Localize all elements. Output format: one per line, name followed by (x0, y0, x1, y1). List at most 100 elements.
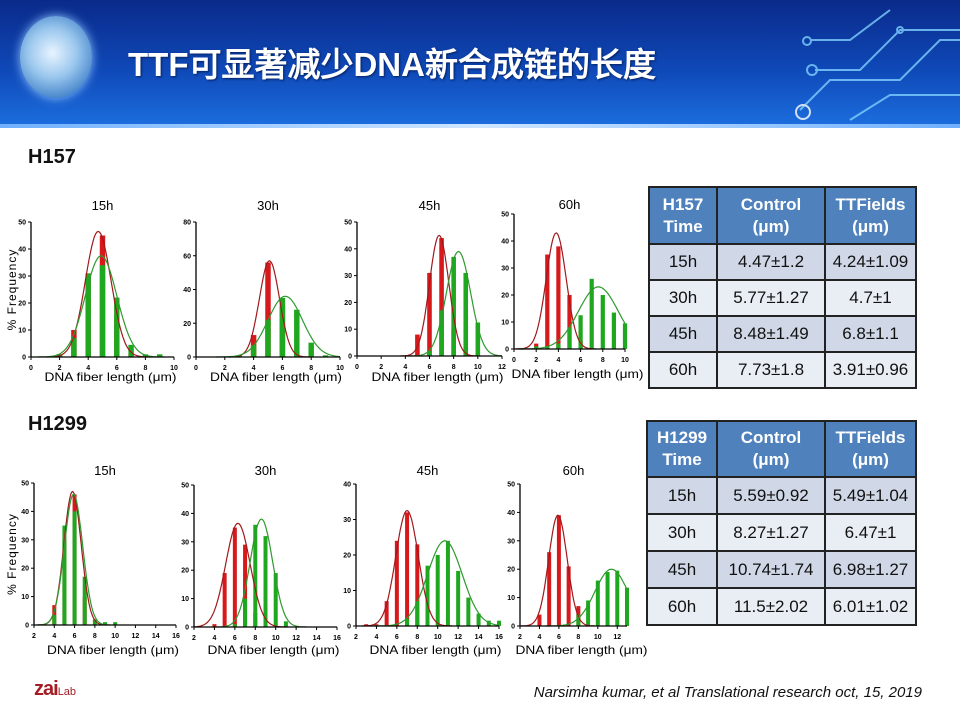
y-tick-label: 50 (18, 220, 26, 227)
green-bar (576, 614, 581, 626)
y-tick-label: 0 (22, 355, 26, 362)
h157-results-table: H157 Time Control (μm) TTFields (μm) 15h 4.4… (648, 186, 917, 389)
x-tick-label: 12 (454, 634, 462, 641)
x-tick-label: 8 (601, 357, 605, 364)
cell-time: 45h (648, 315, 718, 353)
green-bar (283, 621, 288, 627)
green-bar (534, 346, 539, 349)
cell-time: 30h (648, 279, 718, 317)
y-tick-label: 40 (343, 482, 351, 489)
red-bar (222, 573, 227, 627)
x-tick-label: 10 (434, 634, 442, 641)
x-tick-label: 4 (556, 357, 560, 364)
red-fit-curve (38, 490, 108, 626)
y-tick-label: 0 (505, 347, 509, 354)
x-tick-label: 0 (194, 365, 198, 372)
section-label-h1299: H1299 (28, 413, 87, 435)
cell-ttfields: 6.98±1.27 (824, 550, 917, 589)
green-fit-curve (410, 250, 502, 357)
y-tick-label: 10 (343, 588, 351, 595)
green-bar (625, 587, 629, 626)
y-tick-label: 20 (183, 321, 191, 328)
table-row: 45h 10.74±1.74 6.98±1.27 (646, 550, 917, 589)
x-tick-label: 8 (309, 365, 313, 372)
chart-title: 30h (257, 198, 279, 213)
table-row: 15h 5.59±0.92 5.49±1.04 (646, 476, 917, 515)
x-tick-label: 4 (252, 365, 256, 372)
zai-lab-logo: zaiLab (34, 678, 76, 701)
cell-control: 8.48±1.49 (716, 315, 826, 353)
green-bar (595, 580, 600, 626)
histogram-h157-60h: 0 2 4 6 8 10 0 10 20 30 40 50 60h DNA fiber length (μ… (501, 197, 643, 381)
green-bar (85, 273, 91, 357)
y-tick-label: 40 (183, 287, 191, 294)
red-bar (439, 238, 444, 356)
x-tick-label: 4 (86, 365, 90, 372)
y-tick-label: 40 (21, 509, 29, 516)
x-tick-label: 4 (374, 634, 378, 641)
red-bar (374, 624, 379, 626)
x-tick-label: 6 (557, 634, 561, 641)
cell-ttfields: 4.24±1.09 (824, 243, 917, 281)
x-tick-label: 0 (29, 365, 33, 372)
green-bar (622, 323, 628, 349)
x-tick-label: 2 (32, 633, 36, 640)
x-axis-label: DNA fiber length (μm) (372, 370, 504, 384)
red-bar (415, 544, 420, 626)
green-bar (250, 345, 257, 357)
x-tick-label: 16 (333, 635, 341, 642)
red-bar (212, 624, 217, 627)
table-header-time: H157 Time (648, 186, 718, 245)
red-bar (232, 527, 237, 627)
cell-ttfields: 3.91±0.96 (824, 351, 917, 389)
green-bar (279, 297, 286, 357)
x-tick-label: 8 (93, 633, 97, 640)
table-row: 30h 5.77±1.27 4.7±1 (648, 279, 917, 317)
x-tick-label: 12 (292, 635, 300, 642)
cell-ttfields: 5.49±1.04 (824, 476, 917, 515)
green-bar (476, 613, 481, 626)
green-fit-curve (36, 493, 111, 626)
green-bar (439, 310, 444, 356)
green-bar (578, 315, 583, 349)
y-tick-label: 0 (348, 354, 352, 361)
chart-title: 45h (417, 463, 439, 478)
x-tick-label: 8 (415, 634, 419, 641)
x-tick-label: 12 (498, 364, 506, 371)
x-tick-label: 6 (115, 365, 119, 372)
green-bar (466, 597, 471, 626)
y-tick-label: 20 (507, 567, 515, 574)
y-tick-label: 0 (25, 623, 29, 630)
x-axis-label: DNA fiber length (μm) (512, 367, 644, 381)
green-bar (232, 624, 237, 627)
red-bar (265, 262, 271, 357)
section-label-h157: H157 (28, 146, 76, 168)
cell-time: 60h (646, 587, 718, 626)
x-tick-label: 10 (474, 364, 482, 371)
cell-time: 45h (646, 550, 718, 589)
green-bar (72, 511, 77, 625)
y-tick-label: 10 (181, 596, 189, 603)
y-tick-label: 0 (187, 355, 191, 362)
histogram-h157-15h: 0 2 4 6 8 10 0 10 20 30 40 50 15h DNA fiber length (μ… (5, 198, 178, 384)
red-fit-curve (194, 522, 287, 628)
x-tick-label: 6 (579, 357, 583, 364)
chart-title: 45h (419, 198, 441, 213)
x-tick-label: 14 (313, 635, 321, 642)
green-bar (114, 297, 120, 357)
x-tick-label: 2 (379, 364, 383, 371)
table-row: 60h 11.5±2.02 6.01±1.02 (646, 587, 917, 626)
x-tick-label: 6 (280, 365, 284, 372)
x-tick-label: 14 (475, 634, 483, 641)
y-tick-label: 20 (501, 293, 509, 300)
x-tick-label: 10 (621, 357, 629, 364)
red-bar (567, 295, 572, 349)
x-tick-label: 2 (354, 634, 358, 641)
x-tick-label: 8 (253, 635, 257, 642)
x-tick-label: 14 (152, 633, 160, 640)
y-axis-label: % Frequency (5, 249, 19, 331)
x-tick-label: 12 (613, 634, 621, 641)
red-bar (566, 566, 571, 626)
x-axis-label: DNA fiber length (μm) (370, 643, 502, 657)
